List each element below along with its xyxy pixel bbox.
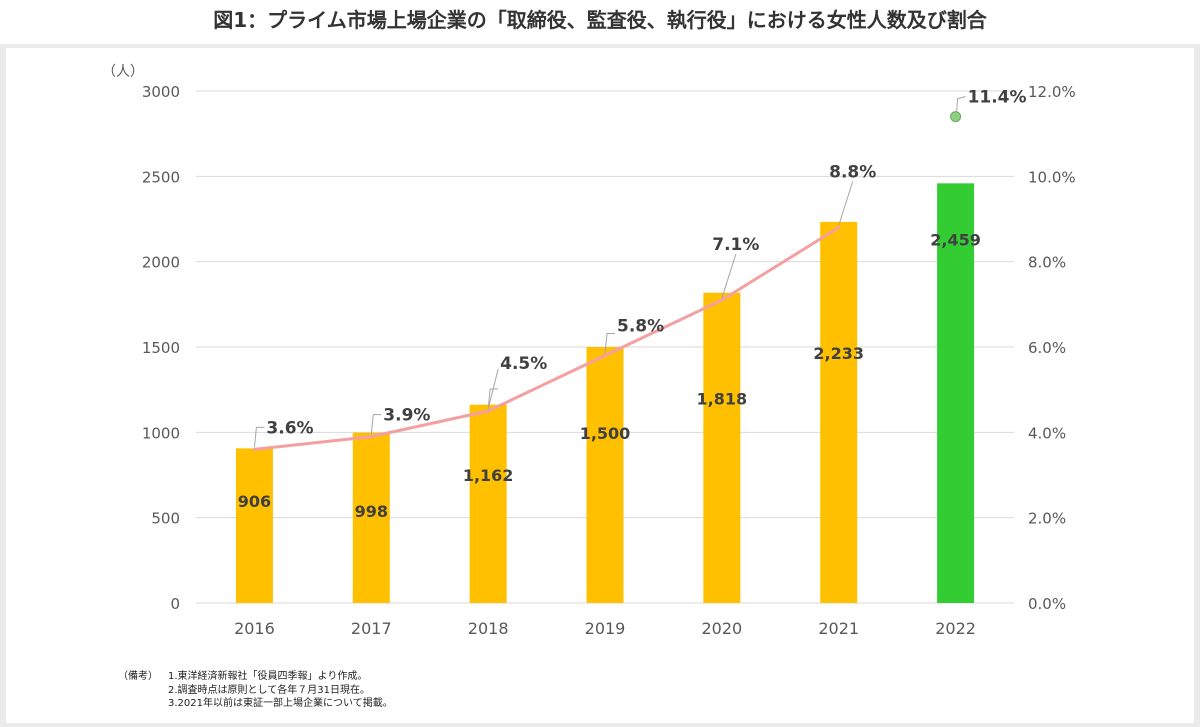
y-right-tick-label: 8.0% [1028, 254, 1066, 272]
bar-value-label: 906 [238, 492, 271, 511]
y-right-tick-label: 12.0% [1028, 83, 1076, 101]
x-tick-label: 2016 [234, 619, 275, 638]
y-unit-label: （人） [102, 64, 144, 80]
leader-line [838, 181, 854, 226]
note-line-1: 1.東洋経済新報社「役員四季報」より作成。 [168, 671, 368, 682]
bar [352, 432, 390, 603]
bar [586, 347, 624, 603]
x-tick-label: 2021 [818, 619, 859, 638]
y-right-tick-label: 10.0% [1028, 168, 1076, 186]
y-left-tick-label: 1500 [142, 339, 180, 357]
y-right-tick-label: 0.0% [1028, 595, 1066, 613]
ratio-label: 11.4% [968, 88, 1027, 108]
x-tick-label: 2022 [935, 619, 976, 638]
ratio-label: 3.6% [266, 418, 313, 438]
ratio-point-highlight [950, 111, 962, 123]
bar-value-label: 2,459 [930, 230, 981, 249]
notes-label: （備考） [118, 671, 158, 682]
bar [469, 404, 507, 603]
x-tick-label: 2020 [701, 619, 742, 638]
notes: （備考） 1.東洋経済新報社「役員四季報」より作成。 2.調査時点は原則として各… [118, 670, 393, 711]
bar-value-label: 998 [355, 502, 388, 521]
ratio-label: 4.5% [500, 354, 547, 374]
bar [235, 448, 273, 603]
leader-line [253, 426, 265, 448]
leader-line [721, 253, 737, 299]
y-left-tick-label: 500 [151, 510, 180, 528]
bar-value-label: 1,500 [580, 424, 631, 443]
x-tick-label: 2017 [351, 619, 392, 638]
y-right-tick-label: 2.0% [1028, 510, 1066, 528]
x-tick-label: 2019 [585, 619, 626, 638]
leader-line [604, 333, 615, 354]
y-left-tick-label: 0 [170, 595, 180, 613]
bar-value-label: 2,233 [813, 344, 864, 363]
leader-line [487, 388, 499, 410]
bar-value-label: 1,162 [463, 466, 514, 485]
bar [703, 292, 741, 603]
y-right-tick-label: 4.0% [1028, 424, 1066, 442]
ratio-line [252, 226, 841, 451]
note-line-2: 2.調査時点は原則として各年７月31日現在。 [168, 684, 370, 696]
y-left-tick-label: 3000 [142, 83, 180, 101]
y-left-tick-label: 1000 [142, 424, 180, 442]
ratio-label: 8.8% [829, 163, 876, 183]
bar [820, 221, 858, 603]
ratio-label: 5.8% [617, 317, 664, 337]
y-left-tick-label: 2000 [142, 254, 180, 272]
x-tick-label: 2018 [468, 619, 509, 638]
combo-chart: 0 500 1000 1500 2000 2500 3000 0.0% 2.0% 4.0% 6.0%… [102, 64, 1076, 638]
leader-line [487, 368, 499, 410]
ratio-label: 7.1% [712, 235, 759, 255]
leader-line [370, 414, 382, 435]
leader-line [956, 96, 966, 113]
y-left-tick-label: 2500 [142, 168, 180, 186]
chart-panel: 0 500 1000 1500 2000 2500 3000 0.0% 2.0% 4.0% 6.0%… [6, 48, 1194, 723]
ratio-label: 3.9% [383, 406, 430, 426]
bar [937, 183, 975, 603]
chart-title: 図1：プライム市場上場企業の「取締役、監査役、執行役」における女性人数及び割合 [213, 8, 987, 32]
chart-frame: 0 500 1000 1500 2000 2500 3000 0.0% 2.0% 4.0% 6.0%… [0, 44, 1200, 727]
y-right-tick-label: 6.0% [1028, 339, 1066, 357]
note-line-3: 3.2021年以前は東証一部上場企業について掲載。 [168, 698, 393, 709]
bar-value-label: 1,818 [697, 389, 748, 408]
